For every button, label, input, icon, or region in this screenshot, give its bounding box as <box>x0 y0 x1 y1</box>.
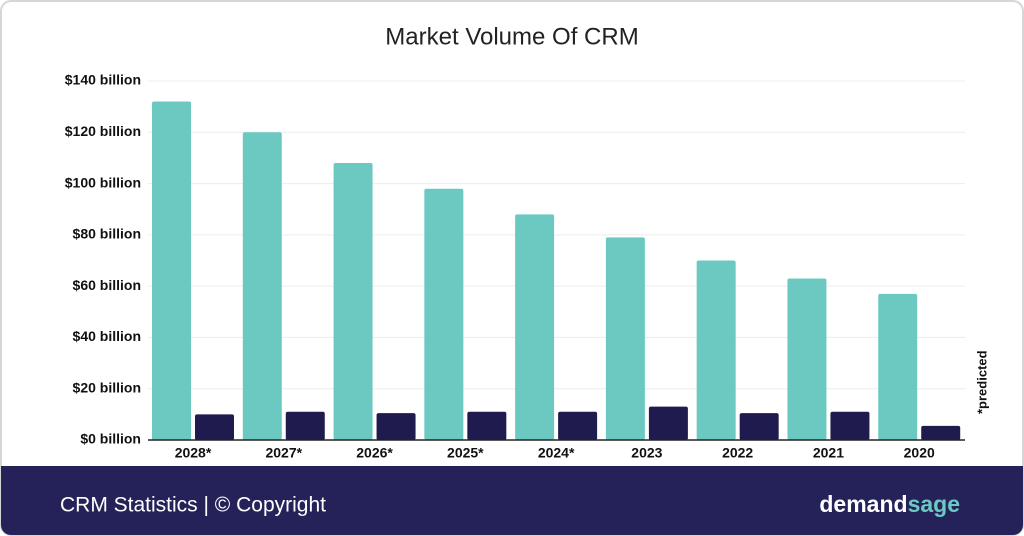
x-tick-label: 2027* <box>265 445 302 461</box>
x-tick-label: 2022 <box>722 445 753 461</box>
y-tick-label: $60 billion <box>73 277 141 293</box>
bar <box>605 237 645 440</box>
x-tick-label: 2025* <box>447 445 484 461</box>
bar <box>878 293 918 440</box>
bar <box>830 411 870 440</box>
y-tick-label: $100 billion <box>65 174 141 190</box>
footer-text: CRM Statistics | © Copyright <box>60 494 326 517</box>
x-tick-label: 2020 <box>904 445 935 461</box>
bar <box>424 188 464 440</box>
bar <box>285 411 325 440</box>
bar <box>515 214 555 440</box>
x-tick-label: 2024* <box>538 445 575 461</box>
x-tick-label: 2026* <box>356 445 393 461</box>
brand-part: sage <box>908 491 960 517</box>
brand: demandsage <box>819 491 960 517</box>
x-tick-label: 2028* <box>175 445 212 461</box>
annotation: *predicted <box>974 350 989 414</box>
bar <box>195 414 234 440</box>
y-tick-label: $0 billion <box>80 431 141 447</box>
bar <box>467 411 507 440</box>
y-tick-label: $80 billion <box>73 226 141 242</box>
footer-bar <box>1 466 1023 535</box>
bar <box>152 101 191 440</box>
bar <box>921 425 961 440</box>
bar <box>739 413 779 440</box>
bar <box>242 132 282 441</box>
bar <box>333 163 373 441</box>
y-tick-label: $40 billion <box>73 328 141 344</box>
bar <box>558 411 598 440</box>
x-tick-label: 2023 <box>631 445 662 461</box>
y-tick-label: $120 billion <box>65 123 141 139</box>
chart-title: Market Volume Of CRM <box>385 23 638 50</box>
y-tick-label: $20 billion <box>73 379 141 395</box>
x-tick-label: 2021 <box>813 445 844 461</box>
bar <box>376 413 416 440</box>
bar <box>648 406 688 440</box>
brand-part: demand <box>819 491 907 517</box>
y-tick-label: $140 billion <box>65 72 141 88</box>
bar <box>787 278 827 440</box>
bar <box>696 260 736 440</box>
